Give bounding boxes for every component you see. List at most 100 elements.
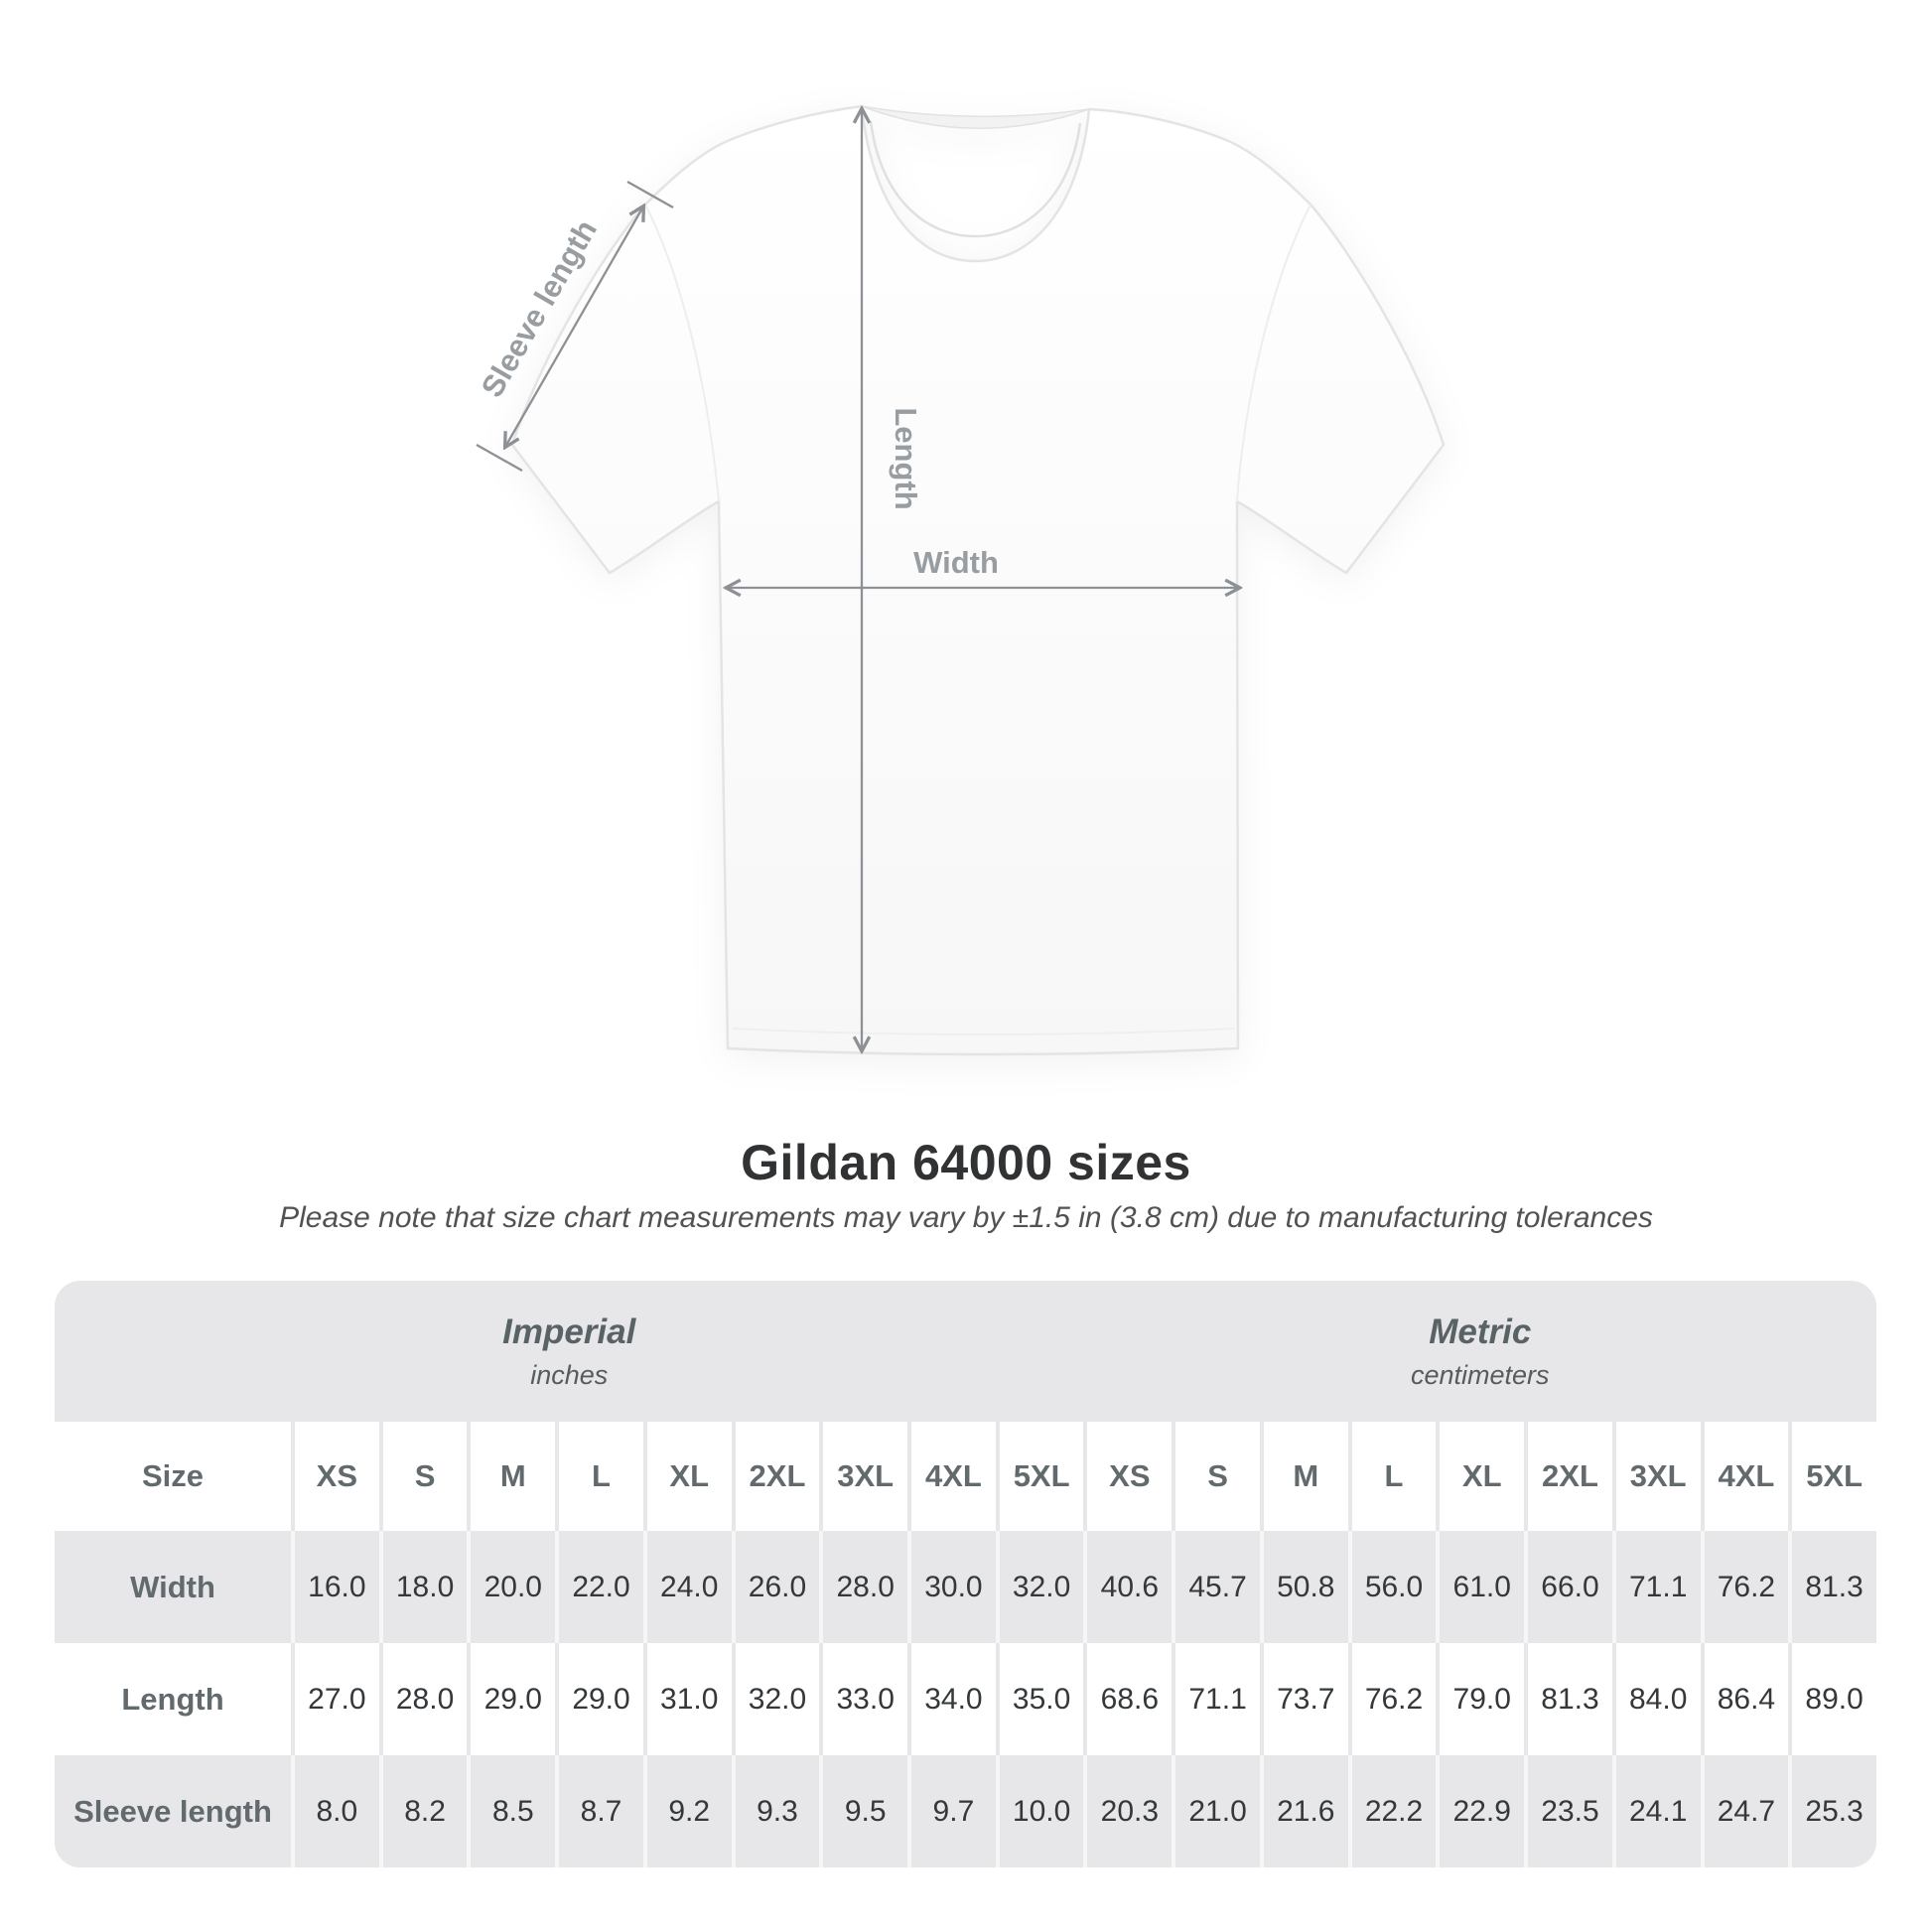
value-metric: 86.4 [1700, 1643, 1789, 1755]
value-imperial: 34.0 [907, 1643, 996, 1755]
sleeve-length-arrow [505, 207, 643, 447]
value-metric: 22.9 [1436, 1755, 1525, 1867]
value-metric: 76.2 [1700, 1531, 1789, 1643]
value-imperial: 24.0 [642, 1531, 732, 1643]
sleeve-length-row: Sleeve length 8.0 8.2 8.5 8.7 9.2 9.3 9.5 9.7 10.… [55, 1755, 1876, 1867]
value-imperial: 20.0 [467, 1531, 556, 1643]
value-metric: 71.1 [1611, 1531, 1701, 1643]
width-row: Width 16.0 18.0 20.0 22.0 24.0 26.0 28.0 30.0 32.… [55, 1531, 1876, 1643]
size-header-metric-xs: XS [1083, 1422, 1173, 1531]
metric-unit-group: Metric centimeters [1084, 1281, 1877, 1422]
size-header-imperial-m: M [467, 1422, 556, 1531]
value-metric: 24.1 [1611, 1755, 1701, 1867]
value-metric: 71.1 [1172, 1643, 1260, 1755]
metric-label: Metric [1429, 1311, 1532, 1351]
value-metric: 56.0 [1347, 1531, 1437, 1643]
value-metric: 81.3 [1524, 1643, 1612, 1755]
page-title: Gildan 64000 sizes [741, 1135, 1191, 1190]
size-header-row: Size XS S M L XL 2XL 3XL 4XL 5XL XS S M L XL 2XL 3XL 4XL 5… [55, 1422, 1876, 1531]
value-metric: 23.5 [1524, 1755, 1612, 1867]
value-imperial: 8.2 [378, 1755, 468, 1867]
size-column-header: Size [55, 1422, 291, 1531]
value-metric: 84.0 [1611, 1643, 1701, 1755]
size-header-imperial-s: S [378, 1422, 468, 1531]
size-header-metric-s: S [1172, 1422, 1260, 1531]
value-metric: 24.7 [1700, 1755, 1789, 1867]
value-imperial: 9.7 [907, 1755, 996, 1867]
tshirt-back-collar [861, 105, 1090, 129]
size-header-imperial-5xl: 5XL [995, 1422, 1084, 1531]
value-metric: 21.6 [1259, 1755, 1348, 1867]
tshirt-diagram-svg: Sleeve length Length Width [475, 104, 1446, 1056]
value-imperial: 33.0 [819, 1643, 908, 1755]
value-metric: 76.2 [1347, 1643, 1437, 1755]
size-header-metric-3xl: 3XL [1611, 1422, 1701, 1531]
value-imperial: 8.0 [291, 1755, 379, 1867]
value-imperial: 28.0 [378, 1643, 468, 1755]
value-metric: 89.0 [1788, 1643, 1876, 1755]
value-metric: 73.7 [1259, 1643, 1348, 1755]
tshirt-right-sleeve-seam [1236, 204, 1311, 502]
imperial-unit-group: Imperial inches [55, 1281, 1084, 1422]
tshirt-left-sleeve-seam [644, 204, 720, 502]
value-metric: 25.3 [1788, 1755, 1876, 1867]
value-imperial: 22.0 [555, 1531, 643, 1643]
value-imperial: 32.0 [731, 1643, 820, 1755]
size-header-imperial-3xl: 3XL [819, 1422, 908, 1531]
row-label: Width [55, 1531, 291, 1643]
value-imperial: 29.0 [555, 1643, 643, 1755]
value-imperial: 10.0 [995, 1755, 1084, 1867]
value-imperial: 8.5 [467, 1755, 556, 1867]
size-header-imperial-2xl: 2XL [731, 1422, 820, 1531]
size-header-metric-5xl: 5XL [1788, 1422, 1876, 1531]
measurement-annotations [476, 109, 1239, 1050]
value-imperial: 18.0 [378, 1531, 468, 1643]
size-header-metric-4xl: 4XL [1700, 1422, 1789, 1531]
value-imperial: 9.2 [642, 1755, 732, 1867]
tshirt-diagram: Sleeve length Length Width [475, 104, 1446, 1056]
size-header-imperial-xs: XS [291, 1422, 379, 1531]
value-metric: 40.6 [1083, 1531, 1173, 1643]
value-imperial: 8.7 [555, 1755, 643, 1867]
length-row: Length 27.0 28.0 29.0 29.0 31.0 32.0 33.0 34.0 35… [55, 1643, 1876, 1755]
size-header-metric-l: L [1347, 1422, 1437, 1531]
tshirt-graphic [510, 104, 1446, 1056]
value-imperial: 35.0 [995, 1643, 1084, 1755]
value-imperial: 9.3 [731, 1755, 820, 1867]
value-metric: 81.3 [1788, 1531, 1876, 1643]
size-header-metric-m: M [1259, 1422, 1348, 1531]
value-metric: 20.3 [1083, 1755, 1173, 1867]
value-imperial: 16.0 [291, 1531, 379, 1643]
value-imperial: 27.0 [291, 1643, 379, 1755]
tshirt-collar-seam [869, 120, 1082, 238]
value-metric: 79.0 [1436, 1643, 1525, 1755]
tshirt-body [510, 104, 1446, 1056]
value-metric: 66.0 [1524, 1531, 1612, 1643]
value-imperial: 32.0 [995, 1531, 1084, 1643]
value-imperial: 9.5 [819, 1755, 908, 1867]
value-imperial: 30.0 [907, 1531, 996, 1643]
value-imperial: 31.0 [642, 1643, 732, 1755]
imperial-label: Imperial [502, 1311, 636, 1351]
row-label: Length [55, 1643, 291, 1755]
size-header-metric-2xl: 2XL [1524, 1422, 1612, 1531]
width-label: Width [913, 545, 999, 580]
metric-unit: centimeters [1410, 1359, 1550, 1390]
value-metric: 50.8 [1259, 1531, 1348, 1643]
row-label: Sleeve length [55, 1755, 291, 1867]
value-metric: 21.0 [1172, 1755, 1260, 1867]
size-header-imperial-4xl: 4XL [907, 1422, 996, 1531]
tshirt-hem-seam [731, 1028, 1235, 1035]
unit-band-row: Imperial inches Metric centimeters [55, 1281, 1876, 1422]
imperial-unit: inches [530, 1359, 609, 1390]
value-metric: 68.6 [1083, 1643, 1173, 1755]
sleeve-length-tick-top [626, 180, 674, 209]
value-metric: 45.7 [1172, 1531, 1260, 1643]
length-label: Length [889, 407, 923, 509]
value-imperial: 26.0 [731, 1531, 820, 1643]
tolerance-note: Please note that size chart measurements… [279, 1201, 1653, 1234]
value-metric: 61.0 [1436, 1531, 1525, 1643]
value-imperial: 29.0 [467, 1643, 556, 1755]
size-header-metric-xl: XL [1436, 1422, 1525, 1531]
